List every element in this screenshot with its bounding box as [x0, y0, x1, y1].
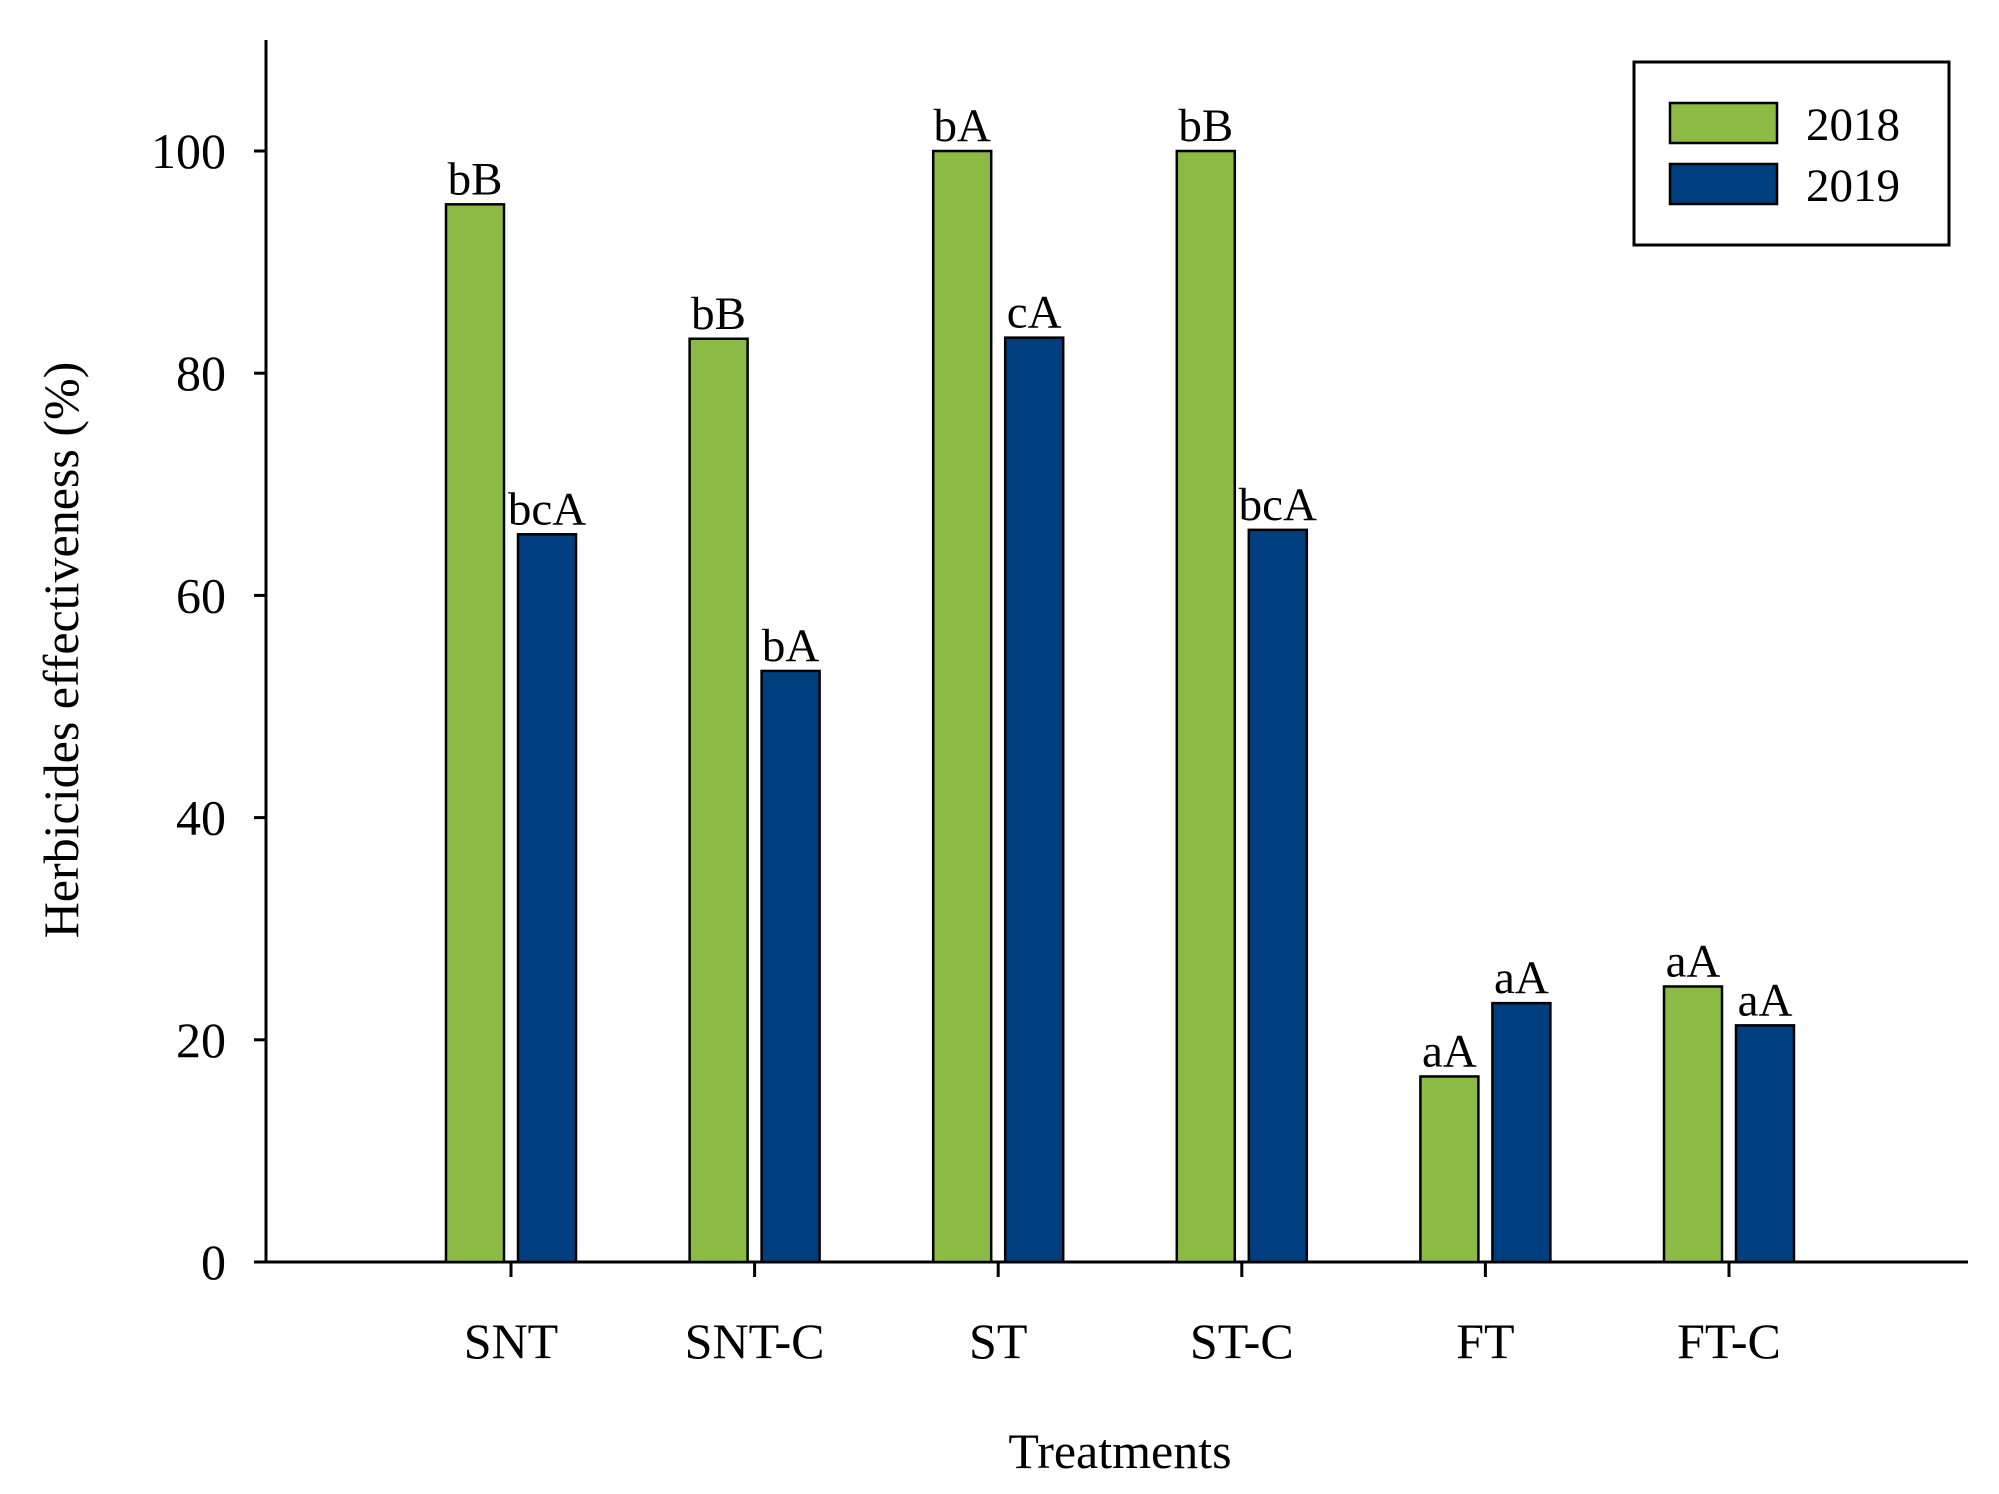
bar-2018-FT — [1419, 1075, 1480, 1264]
y-tick-label: 100 — [151, 123, 226, 179]
y-ticks: 0 20 40 60 80 100 — [151, 123, 266, 1290]
bar-label-2019-FT-C: aA — [1738, 974, 1793, 1026]
bars — [444, 149, 1796, 1264]
y-tick-label: 40 — [176, 790, 226, 846]
x-tick-label: SNT — [464, 1313, 558, 1369]
bar-label-2019-ST-C: bcA — [1239, 479, 1317, 531]
y-axis-title: Herbicides effectiveness (%) — [33, 362, 89, 939]
legend-label-2019: 2019 — [1806, 160, 1900, 212]
bar-2018-FT-C — [1662, 985, 1724, 1264]
legend-box — [1632, 60, 1951, 247]
bar-2018-SNT-C — [688, 337, 749, 1264]
y-tick-label: 60 — [176, 567, 226, 623]
bar-2018-SNT — [444, 203, 506, 1264]
bar-2019-SNT — [516, 533, 578, 1264]
bar-2019-FT — [1491, 1001, 1552, 1264]
y-tick-label: 0 — [201, 1234, 226, 1290]
bar-label-2018-FT-C: aA — [1666, 935, 1721, 987]
y-tick-label: 20 — [176, 1012, 226, 1068]
bar-label-2019-SNT-C: bA — [762, 620, 820, 672]
bar-labels: bB bcA bB bA bA cA bB bcA aA aA aA aA — [448, 100, 1793, 1077]
bar-label-2019-SNT: bcA — [508, 483, 586, 535]
x-tick-label: ST-C — [1190, 1313, 1294, 1369]
bar-2019-SNT-C — [760, 669, 821, 1264]
bar-2019-FT-C — [1734, 1024, 1796, 1264]
x-tick-label: ST — [969, 1313, 1027, 1369]
bar-2019-ST — [1003, 336, 1065, 1264]
x-tick-label: FT — [1456, 1313, 1514, 1369]
bar-label-2019-FT: aA — [1494, 952, 1549, 1004]
x-tick-label: SNT-C — [685, 1313, 825, 1369]
bar-label-2018-SNT: bB — [448, 153, 503, 205]
bar-2018-ST — [931, 149, 993, 1264]
bar-label-2019-ST: cA — [1007, 287, 1062, 339]
bar-2018-ST-C — [1175, 149, 1237, 1264]
x-ticks: SNT SNT-C ST ST-C FT FT-C — [464, 1262, 1781, 1369]
x-axis-title: Treatments — [1008, 1423, 1231, 1479]
legend: 2018 2019 — [1632, 60, 1951, 247]
bar-label-2018-ST-C: bB — [1178, 100, 1233, 152]
legend-swatch-2018 — [1668, 101, 1779, 145]
bar-2019-ST-C — [1247, 528, 1309, 1264]
y-tick-label: 80 — [176, 345, 226, 401]
bar-label-2018-FT: aA — [1422, 1025, 1477, 1077]
legend-label-2018: 2018 — [1806, 99, 1900, 151]
bar-label-2018-ST: bA — [933, 100, 991, 152]
bar-label-2018-SNT-C: bB — [691, 288, 746, 340]
legend-swatch-2019 — [1668, 162, 1779, 206]
x-tick-label: FT-C — [1677, 1313, 1781, 1369]
